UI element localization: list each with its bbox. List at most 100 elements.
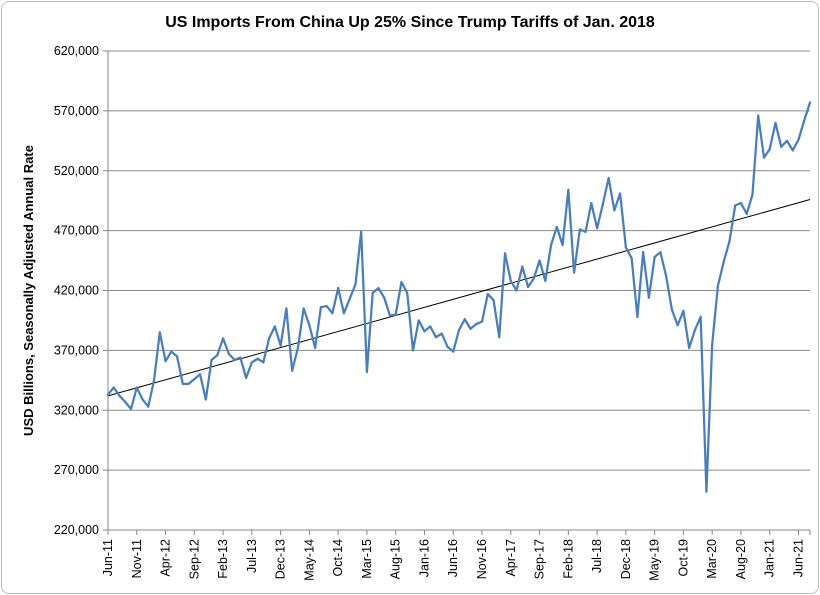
data-point — [532, 277, 535, 280]
data-point — [285, 307, 288, 310]
data-point — [561, 243, 564, 247]
data-point — [739, 201, 743, 205]
data-point — [636, 315, 639, 318]
data-point — [325, 304, 328, 308]
data-point — [492, 298, 495, 302]
data-point — [785, 139, 789, 142]
data-point — [596, 227, 599, 230]
data-point — [544, 279, 547, 283]
data-point — [406, 291, 409, 294]
x-tick-label: Mar-15 — [360, 539, 374, 579]
data-point — [233, 358, 236, 362]
data-point — [268, 337, 271, 340]
data-point — [584, 230, 587, 233]
data-point — [653, 255, 656, 259]
data-point — [204, 398, 207, 401]
y-tick-label: 470,000 — [54, 224, 99, 238]
data-point — [572, 271, 576, 274]
y-axis-label: USD Billions, Seasonally Adjusted Annual… — [21, 145, 36, 436]
x-tick-label: May-14 — [302, 539, 316, 581]
data-point — [210, 358, 213, 362]
x-tick-label: Sep-17 — [533, 539, 547, 579]
data-point — [728, 240, 731, 243]
data-point — [498, 336, 501, 339]
data-point — [227, 352, 230, 356]
data-point — [601, 203, 604, 206]
y-tick-label: 270,000 — [54, 463, 99, 477]
data-point — [647, 296, 650, 299]
data-point — [705, 490, 708, 493]
x-tick-label: Jul-13 — [245, 539, 259, 573]
data-point — [434, 336, 438, 339]
x-tick-label: Feb-13 — [216, 539, 230, 579]
data-point — [791, 149, 794, 152]
data-point — [549, 243, 553, 247]
data-point — [463, 318, 466, 321]
data-point — [808, 101, 812, 104]
data-point — [354, 283, 357, 286]
data-point — [371, 291, 374, 294]
data-point — [469, 327, 472, 330]
data-point — [337, 287, 340, 290]
data-point — [158, 331, 161, 334]
data-point — [716, 284, 720, 287]
data-point — [141, 398, 144, 401]
data-point — [250, 361, 253, 364]
data-point — [411, 349, 415, 352]
data-point — [360, 230, 363, 233]
y-axis-ticks: 220,000 270,000 320,000 370,000 420,000 470,0… — [54, 44, 108, 537]
data-point — [670, 308, 674, 311]
data-point — [175, 355, 179, 358]
data-point — [239, 356, 242, 359]
data-point — [676, 324, 679, 327]
x-tick-label: Dec-18 — [619, 539, 633, 579]
x-tick-label: Aug-15 — [389, 539, 403, 579]
x-tick-label: Oct-19 — [676, 539, 690, 577]
x-tick-label: Jan-21 — [763, 539, 777, 577]
data-point — [256, 357, 259, 360]
x-tick-label: Jul-18 — [590, 539, 604, 573]
data-point — [659, 251, 662, 254]
data-point — [302, 307, 305, 310]
data-point — [221, 337, 225, 340]
data-point — [567, 188, 570, 192]
data-point — [613, 209, 616, 212]
data-point — [181, 382, 184, 385]
data-points — [106, 101, 812, 493]
trendline — [107, 199, 811, 397]
data-point — [665, 275, 668, 278]
data-point — [170, 350, 173, 353]
data-point — [124, 400, 127, 403]
data-point — [751, 193, 754, 196]
data-point — [521, 265, 524, 268]
x-tick-label: Apr-12 — [159, 539, 173, 577]
data-point — [388, 314, 392, 317]
x-tick-label: Jun-21 — [791, 539, 805, 577]
data-point — [440, 332, 443, 335]
data-point — [273, 325, 276, 328]
data-point — [429, 325, 432, 328]
data-point — [198, 373, 202, 376]
data-point — [135, 386, 138, 389]
x-axis-ticks: Jun-11 Nov-11 Apr-12 Sep-12 Feb-13 Jul-13 Dec-… — [101, 530, 811, 581]
x-tick-label: Oct-14 — [331, 539, 345, 577]
data-point — [118, 394, 121, 397]
data-point — [515, 289, 518, 292]
plot-area — [106, 101, 812, 493]
data-point — [331, 312, 334, 315]
data-point — [342, 312, 346, 315]
data-point — [757, 114, 760, 117]
data-point — [400, 281, 403, 284]
data-point — [279, 344, 282, 347]
x-tick-label: Dec-13 — [274, 539, 288, 579]
gridlines — [108, 50, 810, 471]
data-point — [319, 306, 322, 309]
data-point — [699, 315, 702, 318]
data-point — [365, 370, 369, 374]
data-point — [216, 354, 219, 357]
data-point — [607, 176, 610, 180]
data-point — [734, 204, 737, 207]
data-point — [762, 156, 766, 159]
